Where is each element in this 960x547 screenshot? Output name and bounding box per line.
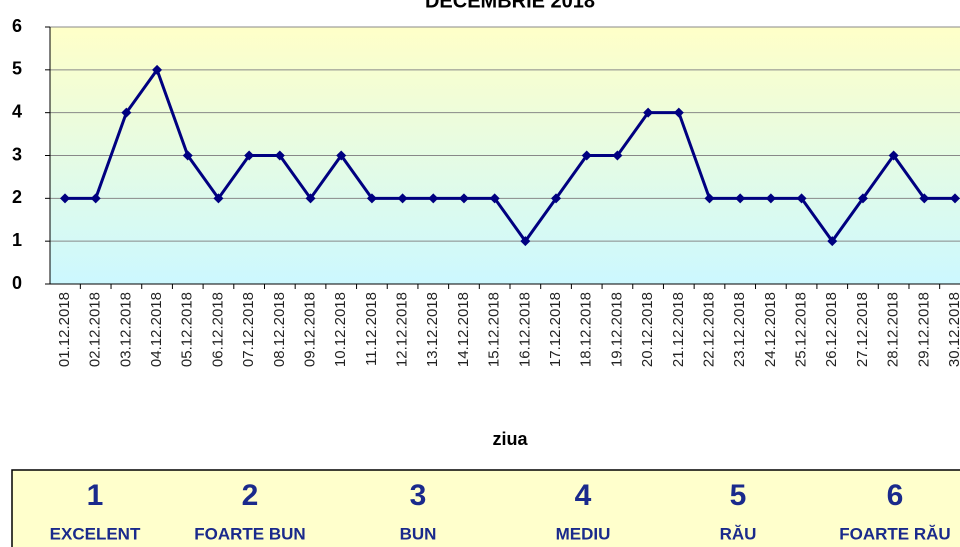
point-marker bbox=[244, 150, 255, 161]
x-tick-label: 30.12.2018 bbox=[946, 292, 960, 367]
point-marker bbox=[182, 150, 193, 161]
point-marker bbox=[336, 150, 347, 161]
x-tick-label: 18.12.2018 bbox=[578, 292, 595, 367]
legend-box bbox=[11, 469, 960, 547]
scale-label: MEDIU bbox=[556, 524, 611, 543]
x-tick-label: 15.12.2018 bbox=[486, 292, 503, 367]
x-tick-label: 01.12.2018 bbox=[56, 292, 73, 367]
point-marker bbox=[704, 193, 715, 204]
point-marker bbox=[673, 107, 684, 118]
x-tick-label: 24.12.2018 bbox=[762, 292, 779, 367]
chart-title: DECEMBRIE 2018 bbox=[425, 0, 595, 12]
point-marker bbox=[888, 150, 899, 161]
y-tick-label: 5 bbox=[12, 59, 22, 79]
x-tick-label: 03.12.2018 bbox=[117, 292, 134, 367]
point-marker bbox=[950, 193, 960, 204]
series-line bbox=[65, 66, 956, 244]
point-marker bbox=[458, 193, 469, 204]
x-tick-label: 09.12.2018 bbox=[301, 292, 318, 367]
x-axis-label: ziua bbox=[492, 429, 528, 449]
point-marker bbox=[305, 193, 316, 204]
scale-number: 2 bbox=[242, 479, 259, 512]
x-tick-label: 02.12.2018 bbox=[87, 292, 104, 367]
scale-label: FOARTE BUN bbox=[194, 524, 305, 543]
point-marker bbox=[765, 193, 776, 204]
scale-label: FOARTE RĂU bbox=[839, 524, 950, 543]
x-tick-label: 16.12.2018 bbox=[516, 292, 533, 367]
point-marker bbox=[121, 107, 132, 118]
x-tick-label: 17.12.2018 bbox=[547, 292, 564, 367]
x-tick-label: 13.12.2018 bbox=[424, 292, 441, 367]
scale-number: 6 bbox=[887, 479, 904, 512]
x-tick-label: 12.12.2018 bbox=[394, 292, 411, 367]
point-marker bbox=[796, 193, 807, 204]
x-tick-label: 11.12.2018 bbox=[363, 292, 380, 366]
x-tick-label: 05.12.2018 bbox=[179, 292, 196, 367]
x-tick-label: 19.12.2018 bbox=[608, 292, 625, 367]
x-tick-label: 22.12.2018 bbox=[700, 292, 717, 367]
scale-label: RĂU bbox=[720, 524, 757, 543]
y-tick-label: 2 bbox=[12, 187, 22, 207]
x-tick-label: 10.12.2018 bbox=[332, 292, 349, 367]
y-tick-label: 3 bbox=[12, 144, 22, 164]
x-tick-label: 29.12.2018 bbox=[915, 292, 932, 367]
point-marker bbox=[643, 107, 654, 118]
point-marker bbox=[520, 236, 531, 247]
point-marker bbox=[90, 193, 101, 204]
point-marker bbox=[428, 193, 439, 204]
scale-label: BUN bbox=[400, 524, 437, 543]
point-marker bbox=[60, 193, 70, 204]
y-tick-label: 0 bbox=[12, 273, 22, 293]
x-tick-label: 23.12.2018 bbox=[731, 292, 748, 367]
scale-label: EXCELENT bbox=[50, 524, 141, 543]
point-marker bbox=[827, 236, 838, 247]
x-tick-label: 14.12.2018 bbox=[455, 292, 472, 367]
x-tick-label: 27.12.2018 bbox=[854, 292, 871, 367]
point-marker bbox=[857, 193, 868, 204]
x-tick-label: 26.12.2018 bbox=[823, 292, 840, 367]
scale-number: 5 bbox=[730, 479, 747, 512]
point-marker bbox=[213, 193, 224, 204]
x-tick-label: 06.12.2018 bbox=[209, 292, 226, 367]
point-marker bbox=[274, 150, 285, 161]
point-marker bbox=[397, 193, 408, 204]
x-tick-label: 07.12.2018 bbox=[240, 292, 257, 367]
point-marker bbox=[551, 193, 562, 204]
point-marker bbox=[735, 193, 746, 204]
x-tick-label: 28.12.2018 bbox=[885, 292, 902, 367]
point-marker bbox=[581, 150, 592, 161]
point-marker bbox=[366, 193, 377, 204]
point-marker bbox=[489, 193, 500, 204]
scale-number: 4 bbox=[575, 479, 592, 512]
scale-number: 3 bbox=[410, 479, 427, 512]
y-tick-label: 6 bbox=[12, 16, 22, 36]
x-tick-label: 21.12.2018 bbox=[670, 292, 687, 367]
point-marker bbox=[612, 150, 623, 161]
y-tick-label: 4 bbox=[12, 101, 22, 121]
y-tick-label: 1 bbox=[12, 230, 22, 250]
point-marker bbox=[919, 193, 930, 204]
x-tick-label: 20.12.2018 bbox=[639, 292, 656, 367]
x-tick-label: 04.12.2018 bbox=[148, 292, 165, 367]
x-tick-label: 25.12.2018 bbox=[793, 292, 810, 367]
point-marker bbox=[152, 64, 163, 75]
x-tick-label: 08.12.2018 bbox=[271, 292, 288, 367]
scale-number: 1 bbox=[87, 479, 104, 512]
